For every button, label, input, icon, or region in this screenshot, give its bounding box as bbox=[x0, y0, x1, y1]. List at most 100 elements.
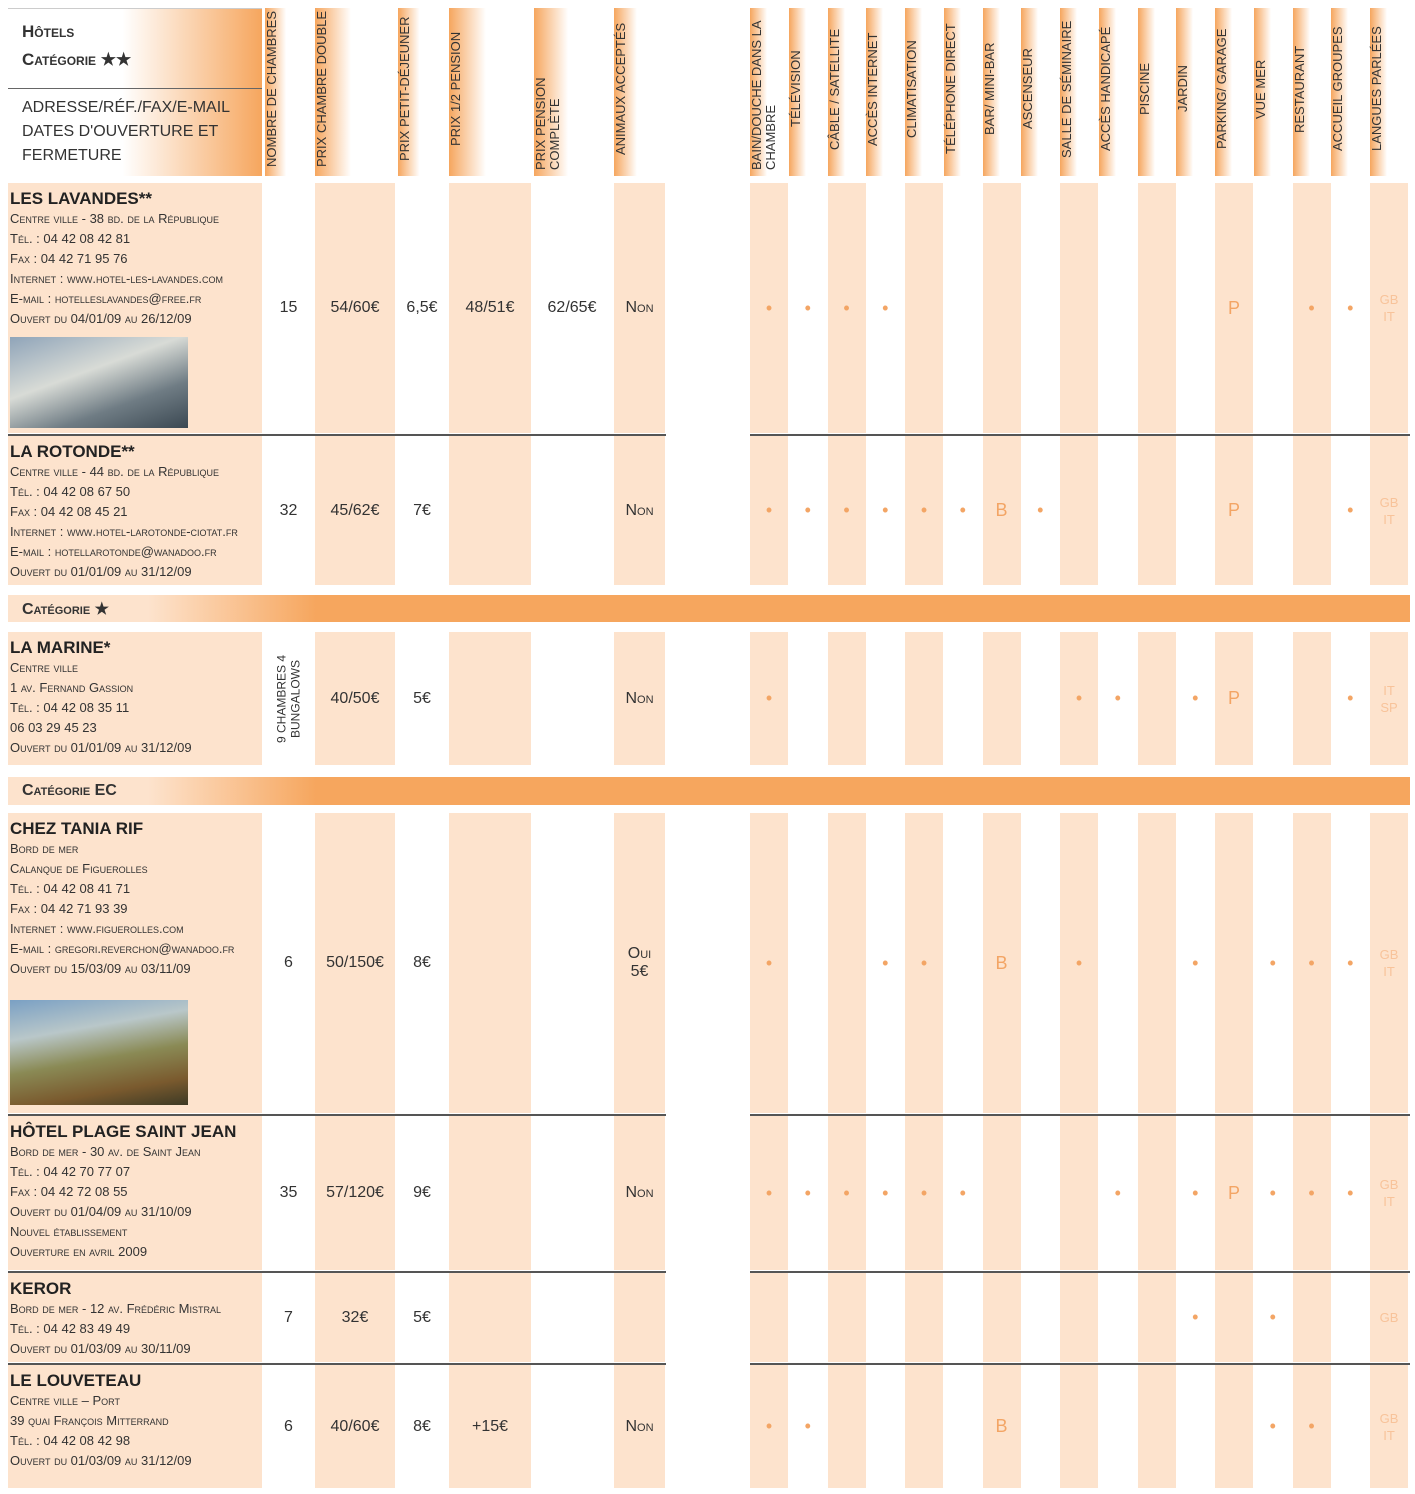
amenity-header: Bar/ mini-bar bbox=[982, 8, 1021, 176]
cell bbox=[1137, 1273, 1176, 1362]
cell bbox=[449, 813, 531, 1113]
amenity-value: • bbox=[905, 436, 943, 585]
hotel-name: KEROR bbox=[10, 1279, 72, 1298]
amenity-value: • bbox=[1269, 952, 1276, 973]
half-board: 48/51€ bbox=[449, 183, 531, 433]
amenity-value: • bbox=[1192, 688, 1199, 708]
double: 32€ bbox=[315, 1273, 395, 1362]
rooms: 9 chambres 4 bungalows bbox=[274, 654, 303, 743]
cell bbox=[905, 1365, 943, 1488]
hotel-detail: Fax : 04 42 08 45 21 bbox=[10, 504, 128, 519]
cell bbox=[1099, 1365, 1137, 1488]
amenity-value: GB IT bbox=[1370, 183, 1408, 433]
row-divider bbox=[750, 1114, 1410, 1116]
cell bbox=[1099, 813, 1137, 1113]
rooms: 7 bbox=[284, 1308, 293, 1326]
double: 54/60€ bbox=[315, 183, 395, 433]
breakfast: 9€ bbox=[413, 1184, 431, 1201]
amenity-value: B bbox=[982, 1365, 1021, 1488]
cell bbox=[1176, 436, 1214, 585]
amenity-value: • bbox=[905, 1116, 943, 1270]
hotel-detail: Ouvert du 01/03/09 au 31/12/09 bbox=[10, 1453, 192, 1468]
amenity-value: • bbox=[1269, 1182, 1276, 1203]
amenity-value: • bbox=[1292, 1365, 1331, 1488]
hotel-detail: Bord de mer - 12 av. Frédéric Mistral bbox=[10, 1301, 221, 1316]
breakfast: 8€ bbox=[413, 1417, 431, 1435]
row-divider bbox=[8, 1114, 666, 1116]
amenity-value: B bbox=[982, 436, 1021, 585]
hotel-detail: 06 03 29 45 23 bbox=[10, 720, 97, 735]
hotel-info: KEROR Bord de mer - 12 av. Frédéric Mistr… bbox=[8, 1273, 262, 1362]
hotel-detail: Bord de mer - 30 av. de Saint Jean bbox=[10, 1144, 201, 1159]
hotel-detail: Tél. : 04 42 70 77 07 bbox=[10, 1164, 131, 1179]
amenity-value: • bbox=[1292, 1116, 1331, 1270]
cell bbox=[449, 1273, 531, 1362]
cell bbox=[905, 183, 943, 433]
amenity-value: GB IT bbox=[1370, 436, 1408, 585]
rooms: 35 bbox=[279, 1184, 298, 1201]
cell bbox=[1254, 436, 1292, 585]
rooms: 6 bbox=[284, 954, 293, 971]
double: 50/150€ bbox=[315, 813, 395, 1113]
full-board: 62/65€ bbox=[547, 299, 597, 316]
hotel-detail: Fax : 04 42 71 93 39 bbox=[10, 901, 128, 916]
hotel-detail: Ouverture en avril 2009 bbox=[10, 1244, 148, 1259]
hotel-detail: E-mail : hotellarotonde@wanadoo.fr bbox=[10, 544, 217, 559]
row-divider bbox=[8, 1363, 666, 1365]
hotel-detail: Ouvert du 01/01/09 au 31/12/09 bbox=[10, 564, 192, 579]
cell bbox=[905, 632, 943, 765]
cell bbox=[827, 813, 866, 1113]
hotel-info: LES LAVANDES** Centre ville - 38 bd. de l… bbox=[8, 183, 262, 433]
amenity-value: • bbox=[1292, 813, 1331, 1113]
breakfast: 5€ bbox=[413, 689, 431, 707]
cell bbox=[1137, 1116, 1176, 1270]
hotel-photo bbox=[10, 337, 188, 428]
hotel-detail: Tél. : 04 42 83 49 49 bbox=[10, 1321, 131, 1336]
column-header: Prix petit-déjeuner bbox=[397, 8, 446, 176]
hotel-info: LE LOUVETEAU Centre ville – Port 39 quai F… bbox=[8, 1365, 262, 1488]
amenity-header: Téléphone direct bbox=[943, 8, 982, 176]
address-cell bbox=[8, 1365, 262, 1488]
cell bbox=[866, 632, 904, 765]
cell bbox=[534, 1273, 610, 1362]
header-title: Hôtels bbox=[22, 22, 75, 41]
row-divider bbox=[8, 434, 666, 436]
hotel-detail: E-mail : hotelleslavandes@free.fr bbox=[10, 291, 202, 306]
amenity-value: • bbox=[905, 813, 943, 1113]
hotel-detail: Nouvel établissement bbox=[10, 1224, 128, 1239]
cell bbox=[1021, 1116, 1059, 1270]
amenity-value: • bbox=[827, 436, 866, 585]
amenity-header: Ascenseur bbox=[1020, 8, 1060, 176]
amenity-value: IT SP bbox=[1370, 632, 1408, 765]
rooms: 6 bbox=[284, 1417, 293, 1435]
cell bbox=[1176, 183, 1214, 433]
cell bbox=[982, 183, 1021, 433]
hotel-detail: Ouvert du 01/01/09 au 31/12/09 bbox=[10, 740, 192, 755]
hotel-detail: Fax : 04 42 72 08 55 bbox=[10, 1184, 128, 1199]
hotel-name: LE LOUVETEAU bbox=[10, 1371, 142, 1390]
header-category: Catégorie ★★ bbox=[22, 50, 132, 69]
cell bbox=[905, 1273, 943, 1362]
amenity-header: Vue mer bbox=[1253, 8, 1292, 176]
amenity-value: • bbox=[1347, 952, 1354, 973]
header-box bbox=[8, 8, 262, 176]
hotel-detail: Calanque de Figuerolles bbox=[10, 861, 148, 876]
column-header: Prix chambre double bbox=[314, 8, 395, 176]
amenity-header: Salle de séminaire bbox=[1059, 8, 1098, 176]
amenity-value: B bbox=[982, 813, 1021, 1113]
cell bbox=[944, 632, 982, 765]
cell bbox=[944, 813, 982, 1113]
amenity-value: GB bbox=[1370, 1273, 1408, 1362]
hotel-detail: 39 quai François Mitterrand bbox=[10, 1413, 169, 1428]
hotel-info: LA MARINE* Centre ville 1 av. Fernand Gass… bbox=[8, 632, 262, 765]
hotel-photo bbox=[10, 1000, 188, 1105]
address-cell bbox=[8, 436, 262, 585]
hotel-info: LA ROTONDE** Centre ville - 44 bd. de la … bbox=[8, 436, 262, 585]
cell bbox=[1060, 1273, 1098, 1362]
hotel-detail: 1 av. Fernand Gassion bbox=[10, 680, 134, 695]
amenity-value: • bbox=[750, 183, 788, 433]
cell bbox=[982, 632, 1021, 765]
rooms: 15 bbox=[279, 299, 298, 316]
cell bbox=[1137, 436, 1176, 585]
